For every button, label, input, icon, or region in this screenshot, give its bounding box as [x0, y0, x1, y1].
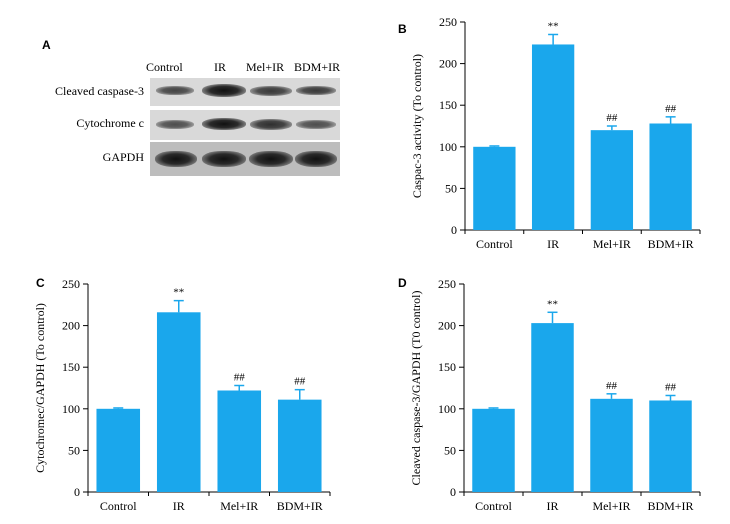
- significance-label: ##: [294, 376, 306, 388]
- y-axis-label: Caspac-3 activity (To control): [410, 54, 424, 198]
- panel-label-b: B: [398, 22, 407, 36]
- bar: [590, 398, 633, 492]
- blot-strip-cleaved-caspase-3: [150, 78, 340, 106]
- significance-label: **: [173, 287, 184, 299]
- band-ir: [202, 118, 246, 130]
- y-tick-label: 50: [444, 443, 456, 457]
- x-tick-label: IR: [173, 499, 185, 513]
- lane-label-bdm-ir: BDM+IR: [294, 60, 341, 74]
- lane-label-control: Control: [146, 60, 183, 74]
- y-tick-label: 250: [439, 15, 457, 29]
- blot-strip-cytochrome-c: [150, 110, 340, 140]
- panel-label-c: C: [36, 276, 45, 290]
- significance-label: ##: [665, 103, 677, 115]
- y-tick-label: 100: [439, 140, 457, 154]
- bar: [217, 390, 262, 492]
- panel-label-a: A: [42, 38, 51, 52]
- bar-chart-caspase-3-activity: 0 50 100 150 200 250 Caspac-3 activity (To con…: [410, 15, 701, 251]
- x-tick-label: Mel+IR: [592, 499, 630, 513]
- band-control: [155, 151, 197, 167]
- blot-strip-gapdh: [150, 142, 340, 176]
- bar: [590, 130, 634, 230]
- lane-label-mel-ir: Mel+IR: [246, 60, 285, 74]
- y-tick-label: 200: [438, 319, 456, 333]
- significance-label: ##: [234, 372, 246, 384]
- band-mel-ir: [249, 151, 293, 167]
- y-tick-label: 250: [62, 277, 80, 291]
- y-tick-label: 50: [445, 181, 457, 195]
- significance-label: **: [548, 20, 559, 32]
- panel-label-d: D: [398, 276, 407, 290]
- y-tick-label: 50: [68, 443, 80, 457]
- band-bdm-ir: [296, 120, 336, 129]
- x-tick-label: BDM+IR: [647, 499, 693, 513]
- band-bdm-ir: [295, 151, 337, 167]
- x-tick-label: Mel+IR: [220, 499, 258, 513]
- lane-label-ir: IR: [214, 60, 226, 74]
- x-tick-label: Control: [476, 237, 513, 251]
- x-tick-label: Mel+IR: [593, 237, 631, 251]
- y-tick-label: 200: [62, 319, 80, 333]
- band-mel-ir: [250, 86, 292, 96]
- bar: [156, 312, 201, 492]
- bar: [96, 408, 141, 492]
- y-tick-label: 150: [438, 360, 456, 374]
- row-label-cleaved-caspase-3: Cleaved caspase-3: [55, 84, 144, 98]
- western-blot-panel: A Control IR Mel+IR BDM+IR Cleaved caspa…: [0, 0, 380, 230]
- y-tick-label: 200: [439, 57, 457, 71]
- bar: [277, 399, 322, 492]
- y-tick-label: 100: [438, 402, 456, 416]
- x-tick-label: BDM+IR: [277, 499, 323, 513]
- y-axis-label: Cleaved caspase-3/GAPDH (T0 control): [409, 291, 423, 486]
- x-tick-label: Control: [475, 499, 512, 513]
- y-tick-label: 0: [450, 485, 456, 499]
- significance-label: ##: [606, 112, 618, 124]
- row-label-cytochrome-c: Cytochrome c: [76, 116, 144, 130]
- row-label-gapdh: GAPDH: [102, 150, 144, 164]
- bar: [531, 323, 574, 492]
- y-tick-label: 150: [62, 360, 80, 374]
- band-control: [156, 120, 194, 129]
- band-ir: [202, 151, 246, 167]
- x-tick-label: IR: [547, 237, 559, 251]
- bar: [531, 44, 575, 230]
- bar: [472, 408, 515, 492]
- y-tick-label: 0: [451, 223, 457, 237]
- y-tick-label: 100: [62, 402, 80, 416]
- y-tick-label: 250: [438, 277, 456, 291]
- y-tick-label: 0: [74, 485, 80, 499]
- bar-chart-cytochrome-c-gapdh: 0 50 100 150 200 250 Cytochromec/GAPDH (To con…: [33, 277, 331, 513]
- x-tick-label: IR: [547, 499, 559, 513]
- bar: [649, 400, 692, 492]
- band-mel-ir: [250, 119, 292, 130]
- x-tick-label: Control: [100, 499, 137, 513]
- significance-label: **: [547, 298, 558, 310]
- significance-label: ##: [665, 381, 677, 393]
- bar: [649, 123, 692, 230]
- significance-label: ##: [606, 380, 618, 392]
- band-ir: [202, 84, 246, 97]
- y-tick-label: 150: [439, 98, 457, 112]
- bar: [473, 146, 516, 230]
- x-tick-label: BDM+IR: [648, 237, 694, 251]
- band-bdm-ir: [296, 86, 336, 95]
- bar-chart-cleaved-caspase-3-gapdh: 0 50 100 150 200 250 Cleaved caspase-3/GAPDH (…: [409, 277, 701, 513]
- y-axis-label: Cytochromec/GAPDH (To control): [33, 303, 47, 473]
- band-control: [156, 86, 194, 95]
